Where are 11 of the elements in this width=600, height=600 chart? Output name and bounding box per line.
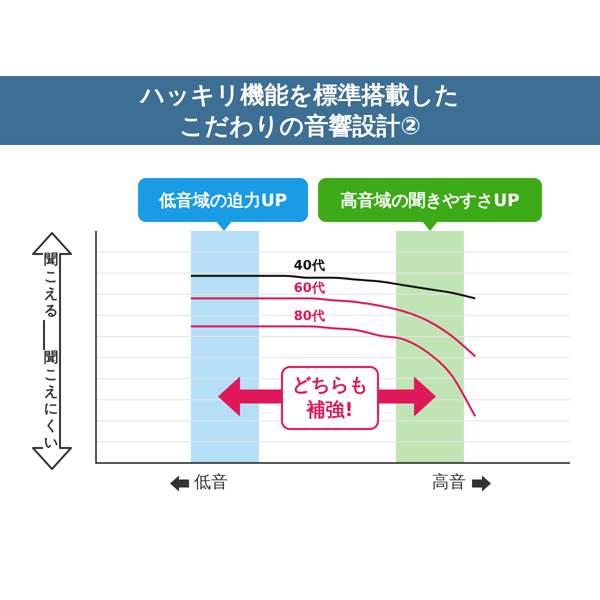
chart-title: ハッキリ機能を標準搭載したこだわりの音響設計② — [138, 80, 460, 142]
text: 高音域の聞きやすさUP — [318, 178, 542, 222]
text: 低音 — [194, 472, 228, 492]
text: 低音域の迫力UP — [138, 178, 308, 222]
text: 聞こえる — [43, 252, 59, 320]
series-label: 60代 — [294, 281, 325, 296]
text: 高音 — [432, 472, 466, 492]
annotation: どちらも補強! — [291, 373, 369, 423]
text: 聞こえにくい — [43, 350, 59, 452]
series-label: 40代 — [294, 258, 325, 274]
series-label: 80代 — [294, 309, 325, 324]
